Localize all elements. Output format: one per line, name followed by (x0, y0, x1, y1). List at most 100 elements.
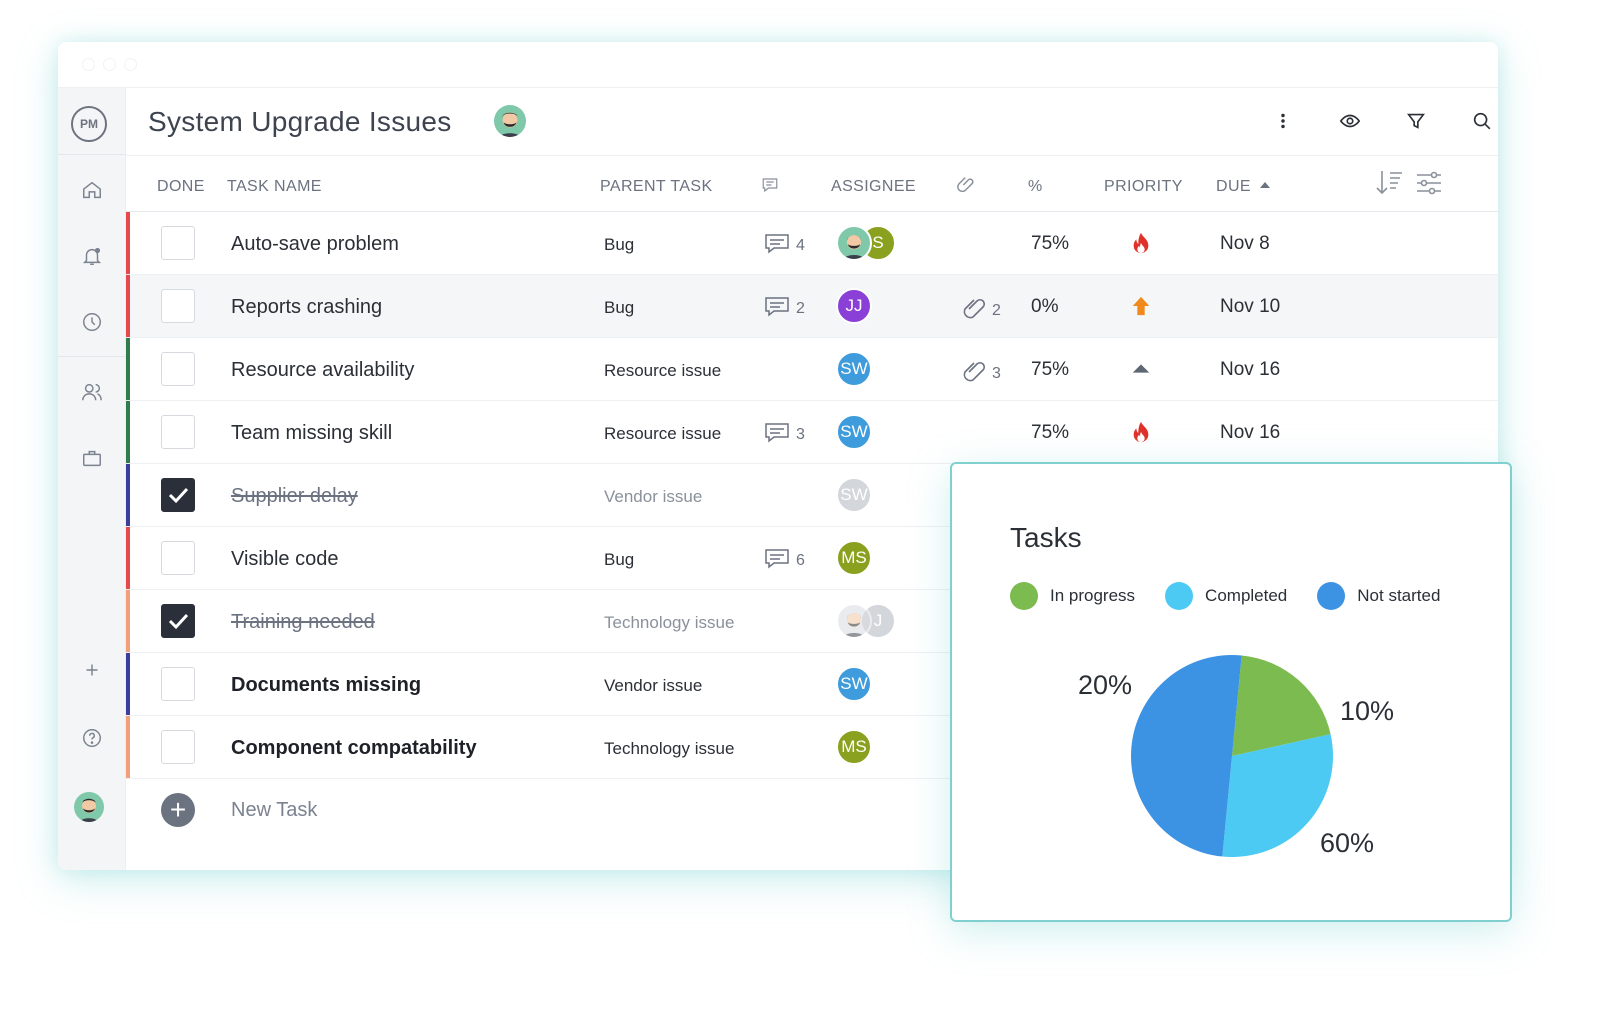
parent-task[interactable]: Technology issue (604, 739, 735, 758)
done-checkbox[interactable] (161, 226, 195, 260)
done-checkbox[interactable] (161, 541, 195, 575)
attachments-column-icon[interactable] (956, 174, 978, 201)
search-icon[interactable] (1469, 108, 1495, 134)
page-header: System Upgrade Issues (126, 88, 1498, 156)
category-color-bar (126, 275, 130, 337)
comments-count[interactable]: 3 (764, 421, 805, 448)
new-task-row[interactable]: + New Task (126, 779, 1498, 841)
maximize-window-button[interactable] (124, 58, 137, 71)
table-row[interactable]: Auto-save problem Bug 4 S 75% Nov 8 (126, 212, 1498, 275)
parent-task[interactable]: Resource issue (604, 361, 722, 380)
due-date[interactable]: Nov 16 (1220, 422, 1281, 443)
percent-complete[interactable]: 0% (1031, 296, 1059, 317)
task-name[interactable]: Reports crashing (231, 296, 383, 318)
priority-high-icon[interactable] (1129, 293, 1153, 319)
done-checkbox[interactable] (161, 730, 195, 764)
task-name[interactable]: Visible code (231, 548, 339, 570)
column-percent[interactable]: % (1028, 178, 1043, 195)
parent-task[interactable]: Vendor issue (604, 487, 703, 506)
assignee-avatar[interactable] (836, 225, 872, 261)
clock-icon[interactable] (80, 310, 104, 334)
legend-dot-completed (1165, 582, 1194, 610)
comments-count-value: 6 (796, 551, 805, 569)
priority-medium-icon[interactable] (1129, 356, 1153, 382)
parent-task[interactable]: Bug (604, 550, 635, 569)
done-checkbox[interactable] (161, 289, 195, 323)
task-name[interactable]: Auto-save problem (231, 233, 399, 255)
add-icon[interactable] (80, 658, 104, 682)
table-row[interactable]: Resource availability Resource issue SW 3 75… (126, 338, 1498, 401)
assignee-avatar[interactable]: MS (836, 540, 872, 576)
sort-order-icon[interactable] (1374, 168, 1404, 203)
new-task-label[interactable]: New Task (231, 799, 318, 821)
percent-complete[interactable]: 75% (1031, 422, 1070, 443)
attachments-count[interactable]: 2 (960, 295, 1001, 326)
close-window-button[interactable] (82, 58, 95, 71)
column-due-label: DUE (1216, 178, 1251, 195)
column-settings-icon[interactable] (1414, 168, 1444, 203)
comments-count[interactable]: 4 (764, 232, 805, 259)
done-checkbox[interactable] (161, 415, 195, 449)
task-name[interactable]: Resource availability (231, 359, 415, 381)
parent-task[interactable]: Resource issue (604, 424, 722, 443)
people-icon[interactable] (80, 380, 104, 404)
add-task-icon[interactable]: + (161, 793, 195, 827)
task-name[interactable]: Component compatability (231, 737, 477, 759)
column-assignee[interactable]: ASSIGNEE (831, 178, 917, 195)
window-controls (82, 58, 137, 71)
comment-icon (764, 421, 790, 448)
minimize-window-button[interactable] (103, 58, 116, 71)
home-icon[interactable] (80, 178, 104, 202)
parent-task[interactable]: Technology issue (604, 613, 735, 632)
done-checkbox[interactable] (161, 604, 195, 638)
column-priority[interactable]: PRIORITY (1104, 178, 1183, 195)
comments-column-icon[interactable] (760, 176, 780, 199)
attachments-count-value: 2 (992, 301, 1001, 319)
assignee-avatar[interactable]: SW (836, 477, 872, 513)
done-checkbox[interactable] (161, 352, 195, 386)
done-checkbox[interactable] (161, 478, 195, 512)
eye-icon[interactable] (1337, 108, 1363, 134)
due-date[interactable]: Nov 8 (1220, 233, 1270, 254)
assignee-avatar[interactable]: SW (836, 666, 872, 702)
attachments-count[interactable]: 3 (960, 358, 1001, 389)
task-name[interactable]: Training needed (231, 611, 375, 633)
briefcase-icon[interactable] (80, 446, 104, 470)
due-date[interactable]: Nov 16 (1220, 359, 1281, 380)
parent-task[interactable]: Bug (604, 298, 635, 317)
assignee-avatar[interactable]: MS (836, 729, 872, 765)
percent-complete[interactable]: 75% (1031, 233, 1070, 254)
assignee-avatar[interactable]: JJ (836, 288, 872, 324)
sidebar-divider (58, 356, 126, 357)
pm-logo[interactable]: PM (71, 106, 107, 142)
table-row[interactable]: Component compatability Technology issue M… (126, 716, 1498, 779)
due-date[interactable]: Nov 10 (1220, 296, 1281, 317)
parent-task[interactable]: Bug (604, 235, 635, 254)
column-due[interactable]: DUE (1216, 178, 1270, 196)
done-checkbox[interactable] (161, 667, 195, 701)
percent-complete[interactable]: 75% (1031, 359, 1070, 380)
user-avatar[interactable] (74, 792, 104, 822)
column-done[interactable]: DONE (157, 178, 205, 195)
task-name[interactable]: Supplier delay (231, 485, 358, 507)
notifications-bell-icon[interactable] (80, 244, 104, 268)
assignee-avatar[interactable]: SW (836, 351, 872, 387)
assignee-avatar[interactable]: SW (836, 414, 872, 450)
pie-slice-not-started (1131, 655, 1242, 857)
priority-critical-icon[interactable] (1129, 419, 1153, 445)
table-row[interactable]: Team missing skill Resource issue 3 SW 75% No… (126, 401, 1498, 464)
help-icon[interactable] (80, 726, 104, 750)
priority-critical-icon[interactable] (1129, 230, 1153, 256)
comments-count[interactable]: 2 (764, 295, 805, 322)
more-options-icon[interactable] (1270, 108, 1296, 134)
assignee-avatar[interactable] (836, 603, 872, 639)
parent-task[interactable]: Vendor issue (604, 676, 703, 695)
table-row[interactable]: Reports crashing Bug 2 JJ 2 0% Nov 10 (126, 275, 1498, 338)
column-task-name[interactable]: TASK NAME (227, 178, 322, 195)
owner-avatar[interactable] (494, 105, 526, 137)
comments-count[interactable]: 6 (764, 547, 805, 574)
task-name[interactable]: Documents missing (231, 674, 422, 696)
task-name[interactable]: Team missing skill (231, 422, 393, 444)
column-parent-task[interactable]: PARENT TASK (600, 178, 713, 195)
filter-icon[interactable] (1403, 108, 1429, 134)
